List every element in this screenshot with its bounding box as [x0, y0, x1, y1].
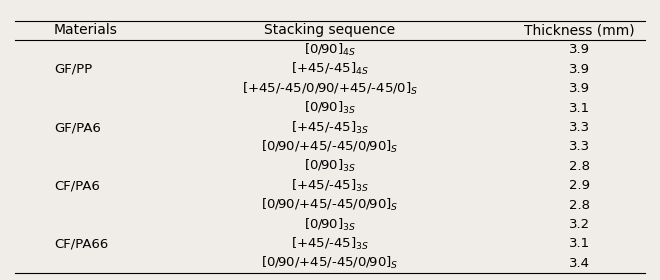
Text: 3.9: 3.9 — [569, 63, 590, 76]
Text: 3.4: 3.4 — [569, 257, 590, 270]
Text: [0/90]$_{4S}$: [0/90]$_{4S}$ — [304, 42, 356, 58]
Text: [0/90/+45/-45/0/90]$_{S}$: [0/90/+45/-45/0/90]$_{S}$ — [261, 139, 399, 155]
Text: Materials: Materials — [54, 24, 118, 38]
Text: 3.1: 3.1 — [569, 102, 590, 115]
Text: 3.3: 3.3 — [569, 121, 590, 134]
Text: [0/90/+45/-45/0/90]$_{S}$: [0/90/+45/-45/0/90]$_{S}$ — [261, 197, 399, 213]
Text: CF/PA6: CF/PA6 — [54, 179, 100, 192]
Text: [+45/-45]$_{3S}$: [+45/-45]$_{3S}$ — [291, 178, 369, 194]
Text: 2.9: 2.9 — [569, 179, 590, 192]
Text: GF/PA6: GF/PA6 — [54, 121, 101, 134]
Text: [0/90]$_{3S}$: [0/90]$_{3S}$ — [304, 100, 356, 116]
Text: 3.2: 3.2 — [569, 218, 590, 231]
Text: GF/PP: GF/PP — [54, 63, 92, 76]
Text: 3.1: 3.1 — [569, 237, 590, 250]
Text: CF/PA66: CF/PA66 — [54, 237, 108, 250]
Text: 2.8: 2.8 — [569, 160, 590, 173]
Text: 3.9: 3.9 — [569, 43, 590, 56]
Text: 2.8: 2.8 — [569, 199, 590, 212]
Text: [+45/-45]$_{4S}$: [+45/-45]$_{4S}$ — [291, 61, 369, 77]
Text: Thickness (mm): Thickness (mm) — [525, 24, 635, 38]
Text: [0/90]$_{3S}$: [0/90]$_{3S}$ — [304, 216, 356, 233]
Text: [+45/-45]$_{3S}$: [+45/-45]$_{3S}$ — [291, 120, 369, 136]
Text: [+45/-45/0/90/+45/-45/0]$_{S}$: [+45/-45/0/90/+45/-45/0]$_{S}$ — [242, 81, 418, 97]
Text: 3.9: 3.9 — [569, 82, 590, 95]
Text: 3.3: 3.3 — [569, 141, 590, 153]
Text: [0/90]$_{3S}$: [0/90]$_{3S}$ — [304, 158, 356, 174]
Text: Stacking sequence: Stacking sequence — [265, 24, 395, 38]
Text: [+45/-45]$_{3S}$: [+45/-45]$_{3S}$ — [291, 236, 369, 252]
Text: [0/90/+45/-45/0/90]$_{S}$: [0/90/+45/-45/0/90]$_{S}$ — [261, 255, 399, 271]
